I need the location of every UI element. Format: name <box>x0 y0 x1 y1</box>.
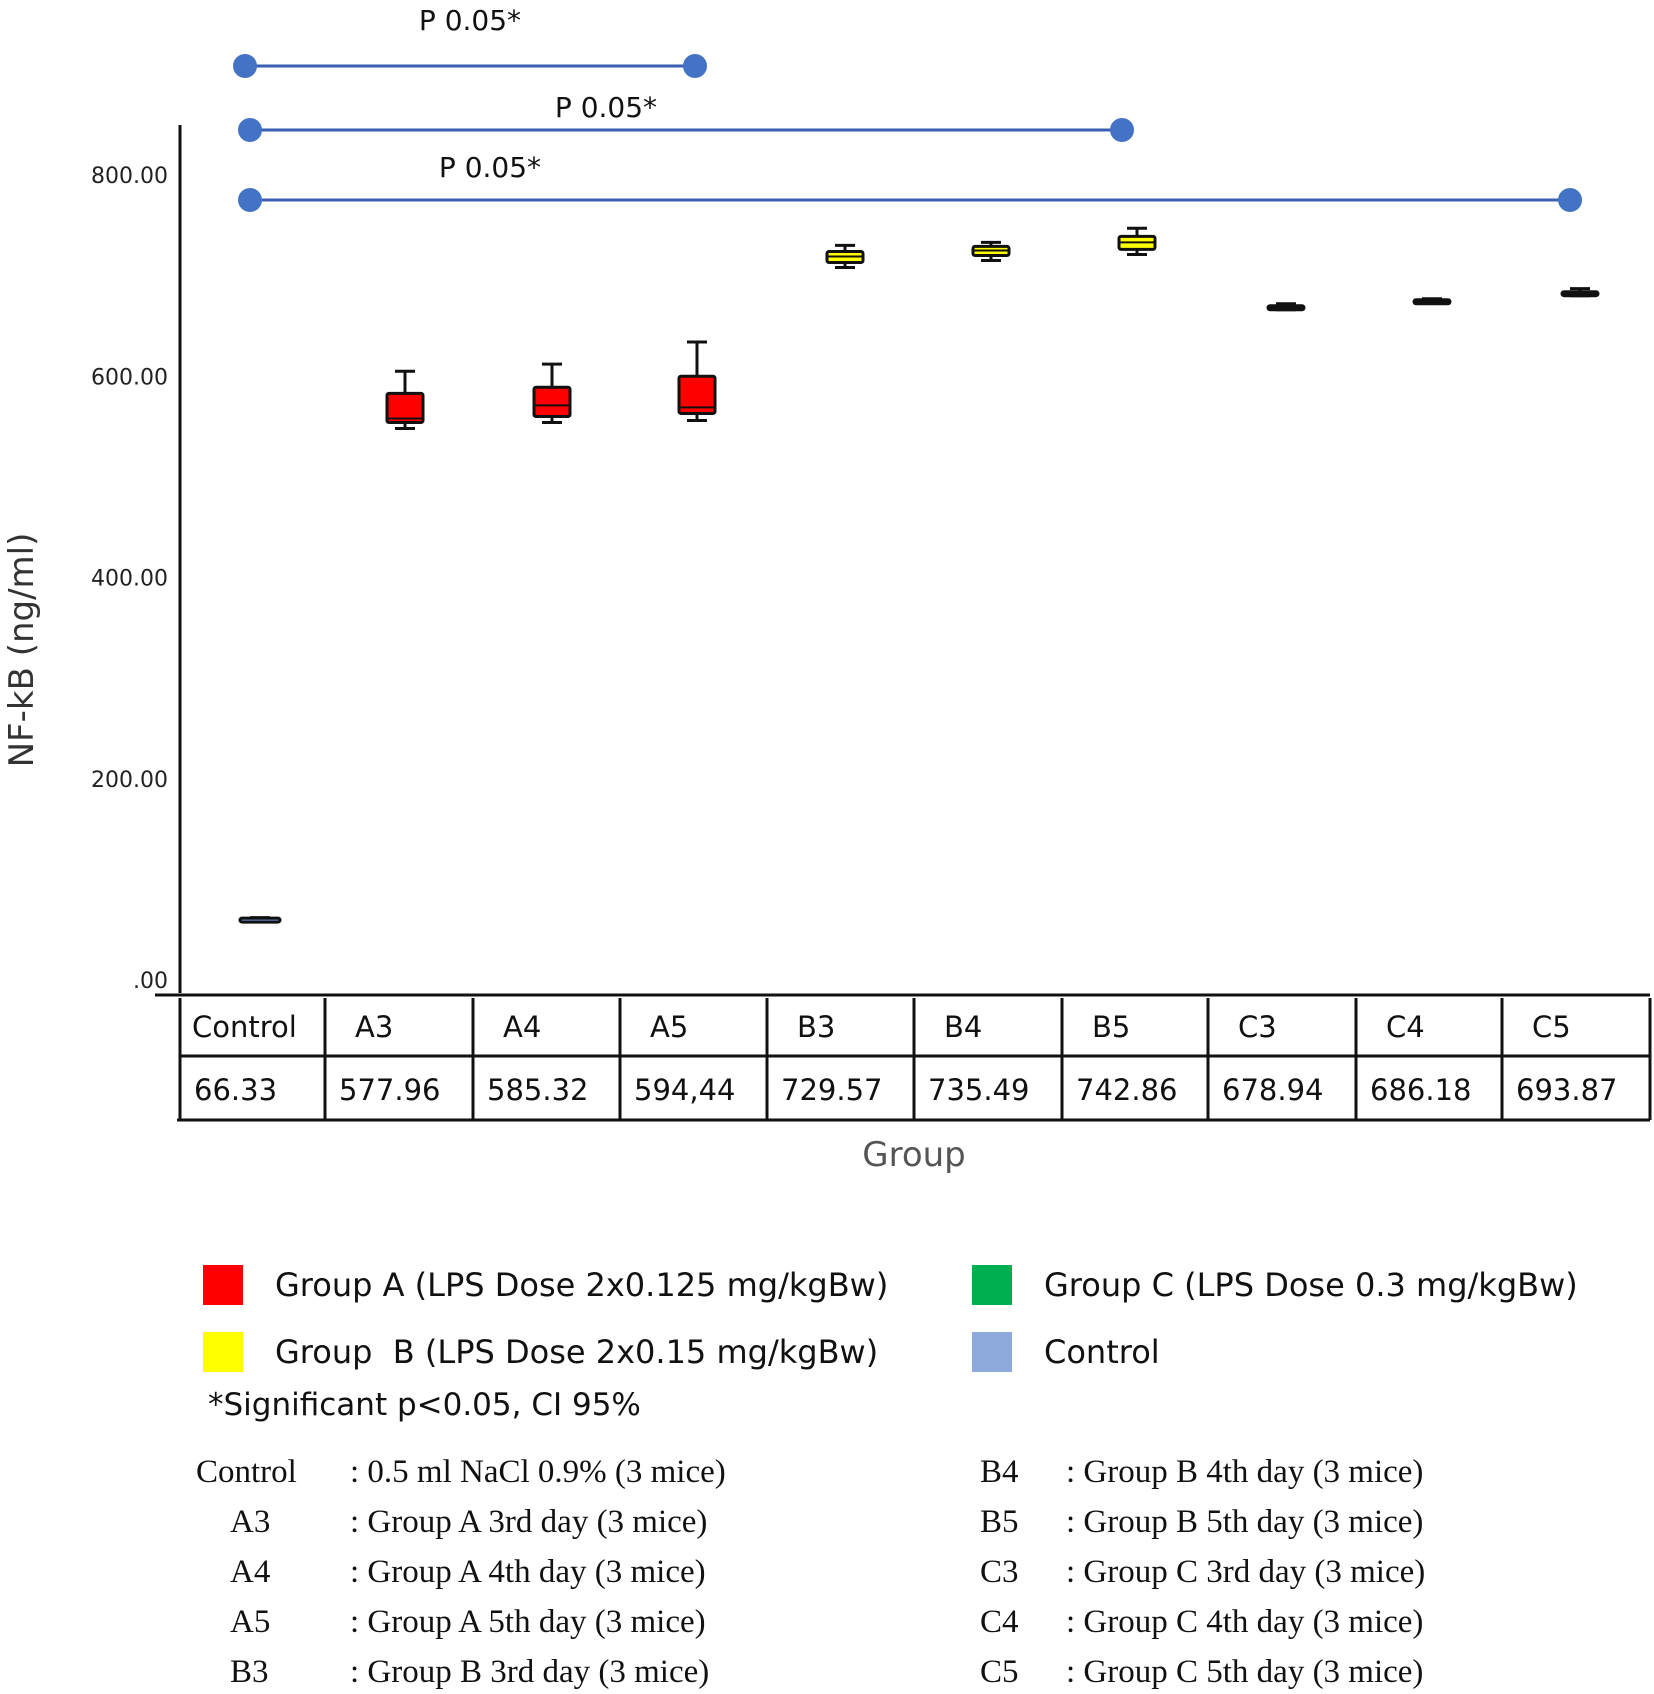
table-value-cell: 66.33 <box>194 1073 277 1107</box>
legend-item-control: Control <box>972 1332 1160 1372</box>
significance-dot <box>238 188 262 212</box>
table-value-cell: 577.96 <box>339 1073 440 1107</box>
y-tick-label: .00 <box>133 969 168 994</box>
box-a3 <box>385 369 425 431</box>
legend-item-group-c: Group C (LPS Dose 0.3 mg/kgBw) <box>972 1265 1578 1305</box>
table-header-cell: C3 <box>1238 1010 1277 1044</box>
significance-label: P 0.05* <box>555 91 657 124</box>
table-value-cell: 729.57 <box>781 1073 882 1107</box>
box-control <box>238 916 282 924</box>
definition-code: B5 <box>980 1504 1019 1540</box>
definition-text: : Group A 5th day (3 mice) <box>350 1604 706 1640</box>
definition-text: : Group B 3rd day (3 mice) <box>350 1654 710 1690</box>
group-definitions: Control : 0.5 ml NaCl 0.9% (3 mice) A3 : Gr… <box>0 1450 1654 1693</box>
box-a5 <box>677 340 717 422</box>
table-header-cell: B4 <box>944 1010 982 1044</box>
table-header-cell: C4 <box>1386 1010 1425 1044</box>
legend-swatch-blue <box>972 1332 1012 1372</box>
table-value-cell: 693.87 <box>1516 1073 1617 1107</box>
definition-code: B3 <box>230 1654 269 1690</box>
table-header-cell: C5 <box>1532 1010 1571 1044</box>
definition-text: : Group A 4th day (3 mice) <box>350 1554 706 1590</box>
table-value-cell: 742.86 <box>1076 1073 1177 1107</box>
y-axis-title: NF-kB (ng/ml) <box>2 533 42 768</box>
significance-dot <box>683 54 707 78</box>
definition-text: : Group B 4th day (3 mice) <box>1066 1454 1424 1490</box>
box-a4 <box>532 362 572 425</box>
table-header-cell: B5 <box>1092 1010 1130 1044</box>
y-tick-label: 600.00 <box>91 365 168 390</box>
box-series <box>238 226 1600 924</box>
definition-text: : Group B 5th day (3 mice) <box>1066 1504 1424 1540</box>
box-c5 <box>1560 287 1600 298</box>
definition-code: Control <box>196 1454 297 1490</box>
box-b5 <box>1117 226 1157 256</box>
definition-text: : Group A 3rd day (3 mice) <box>350 1504 708 1540</box>
table-value-cell: 686.18 <box>1370 1073 1471 1107</box>
significance-label: P 0.05* <box>419 4 521 37</box>
significance-bars: P 0.05* P 0.05* P 0.05* <box>233 4 1582 212</box>
box-b3 <box>825 243 865 270</box>
table-value-cell: 735.49 <box>928 1073 1029 1107</box>
legend-swatch-yellow <box>203 1332 243 1372</box>
significance-dot <box>238 118 262 142</box>
table-value-cell: 594,44 <box>634 1073 735 1107</box>
legend-label: Group B (LPS Dose 2x0.15 mg/kgBw) <box>275 1333 879 1371</box>
legend-label: Group A (LPS Dose 2x0.125 mg/kgBw) <box>275 1266 889 1304</box>
significance-note: *Significant p<0.05, CI 95% <box>208 1387 641 1423</box>
box-c4 <box>1412 297 1452 306</box>
legend-swatch-red <box>203 1265 243 1305</box>
significance-dot <box>233 54 257 78</box>
legend-item-group-b: Group B (LPS Dose 2x0.15 mg/kgBw) <box>203 1332 878 1372</box>
definition-code: C5 <box>980 1654 1019 1690</box>
box-c3 <box>1266 302 1306 312</box>
definition-text: : Group C 3rd day (3 mice) <box>1066 1554 1426 1590</box>
definition-code: A4 <box>230 1554 271 1590</box>
significance-label: P 0.05* <box>439 151 541 184</box>
table-header-cell: B3 <box>797 1010 835 1044</box>
box-iqr <box>677 374 717 415</box>
box-b4 <box>971 240 1011 262</box>
box-iqr <box>385 391 425 425</box>
x-axis-title: Group <box>862 1135 966 1175</box>
definition-code: C4 <box>980 1604 1019 1640</box>
definition-code: A5 <box>230 1604 271 1640</box>
legend-item-group-a: Group A (LPS Dose 2x0.125 mg/kgBw) <box>203 1265 888 1305</box>
y-tick-label: 400.00 <box>91 567 168 592</box>
legend-swatch-green <box>972 1265 1012 1305</box>
table-header-cell: A4 <box>503 1010 541 1044</box>
definition-code: B4 <box>980 1454 1019 1490</box>
definition-text: : 0.5 ml NaCl 0.9% (3 mice) <box>350 1454 726 1490</box>
definition-code: A3 <box>230 1504 271 1540</box>
group-value-table: Control 66.33 A3 577.96 A4 585.32 A5 594,44 B3 72… <box>155 993 1652 1122</box>
significance-bar: P 0.05* <box>238 151 1582 212</box>
significance-bar: P 0.05* <box>233 4 707 78</box>
significance-dot <box>1558 188 1582 212</box>
significance-bar: P 0.05* <box>238 91 1134 142</box>
table-header-cell: A5 <box>650 1010 688 1044</box>
definition-text: : Group C 4th day (3 mice) <box>1066 1604 1424 1640</box>
legend-label: Control <box>1044 1333 1160 1371</box>
y-tick-label: 800.00 <box>91 164 168 189</box>
definition-code: C3 <box>980 1554 1019 1590</box>
y-axis: .00 200.00 400.00 600.00 800.00 <box>91 125 182 994</box>
definition-text: : Group C 5th day (3 mice) <box>1066 1654 1424 1690</box>
box-iqr <box>532 385 572 418</box>
significance-dot <box>1110 118 1134 142</box>
table-value-cell: 678.94 <box>1222 1073 1323 1107</box>
legend-label: Group C (LPS Dose 0.3 mg/kgBw) <box>1044 1266 1578 1304</box>
legend: Group A (LPS Dose 2x0.125 mg/kgBw) Group… <box>0 1235 1654 1425</box>
y-tick-label: 200.00 <box>91 768 168 793</box>
table-value-cell: 585.32 <box>487 1073 588 1107</box>
table-header-cell: A3 <box>355 1010 393 1044</box>
table-header-cell: Control <box>192 1010 297 1044</box>
